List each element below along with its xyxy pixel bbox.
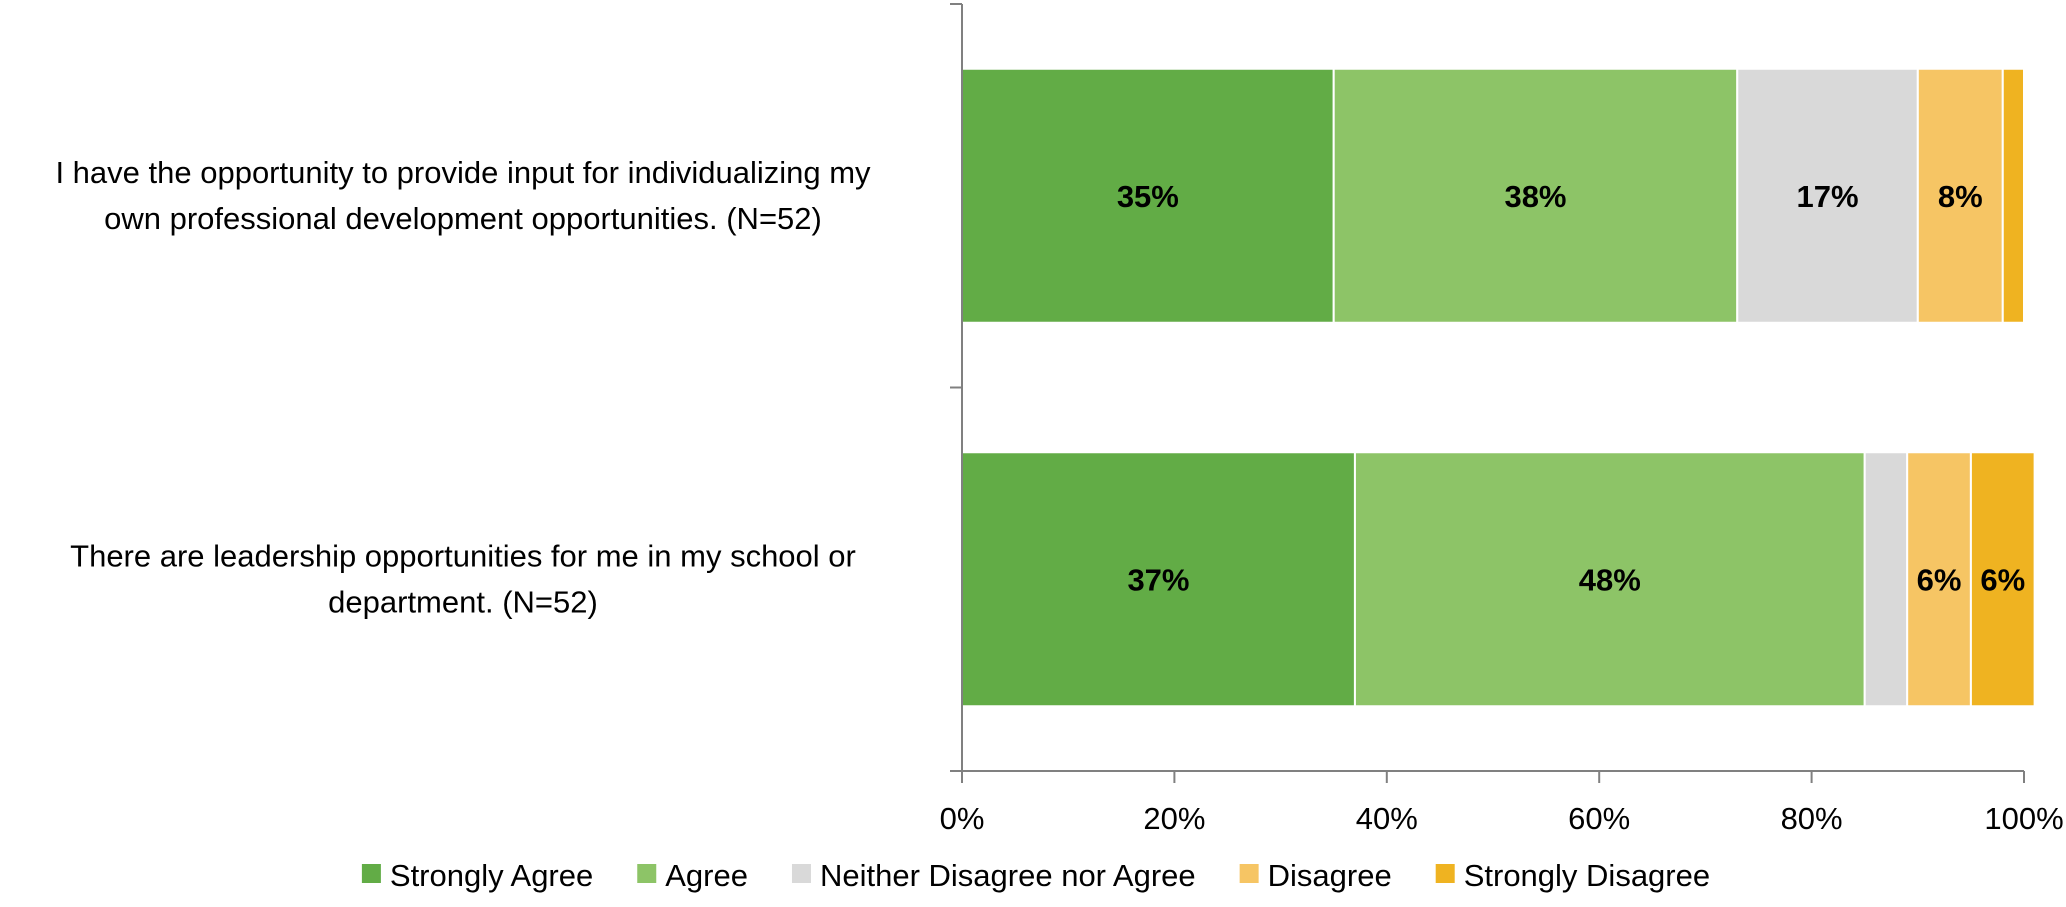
bar-segment <box>1353 451 1866 708</box>
legend-label: Strongly Agree <box>390 858 593 893</box>
bar-segment <box>1863 451 1909 708</box>
x-tick-label: 0% <box>940 801 985 836</box>
data-label: 35% <box>1117 179 1179 214</box>
legend-swatch <box>637 864 657 883</box>
bars-layer <box>961 67 2036 708</box>
legend-swatch <box>1239 864 1259 883</box>
category-label: There are leadership opportunities for m… <box>70 538 856 619</box>
data-label: 8% <box>1938 179 1983 214</box>
bar-segment <box>1916 67 2004 324</box>
bar-segment <box>2001 67 2026 324</box>
data-label: 37% <box>1127 562 1189 597</box>
x-tick-label: 80% <box>1781 801 1843 836</box>
bar-segment <box>1736 67 1919 324</box>
x-tick-label: 100% <box>1984 801 2063 836</box>
bar-segment <box>1906 451 1972 708</box>
bar-segment <box>961 451 1356 708</box>
x-tick-label: 20% <box>1143 801 1205 836</box>
category-label: I have the opportunity to provide input … <box>55 155 871 236</box>
legend-swatch <box>361 864 381 883</box>
x-tick-label: 40% <box>1356 801 1418 836</box>
data-label: 6% <box>1917 562 1962 597</box>
data-label: 38% <box>1504 179 1566 214</box>
legend-label: Strongly Disagree <box>1464 858 1710 893</box>
legend-swatch <box>791 864 811 883</box>
axes-layer: 0% 20% 40% 60% 80% 100% <box>940 3 2064 836</box>
category-labels-layer: I have the opportunity to provide input … <box>55 155 871 620</box>
x-tick-label: 60% <box>1568 801 1630 836</box>
legend: Strongly Agree Agree Neither Disagree nor … <box>361 858 1710 893</box>
legend-swatch <box>1435 864 1455 883</box>
legend-label: Disagree <box>1268 858 1392 893</box>
data-labels-layer: 35% 38% 17% 8% 37% 48% 6% 6% <box>1117 179 2025 598</box>
bar-segment <box>1332 67 1739 324</box>
data-label: 48% <box>1579 562 1641 597</box>
legend-label: Neither Disagree nor Agree <box>820 858 1196 893</box>
bar-segment <box>961 67 1335 324</box>
data-label: 6% <box>1980 562 2025 597</box>
legend-label: Agree <box>665 858 748 893</box>
bar-segment <box>1969 451 2036 708</box>
data-label: 17% <box>1797 179 1859 214</box>
